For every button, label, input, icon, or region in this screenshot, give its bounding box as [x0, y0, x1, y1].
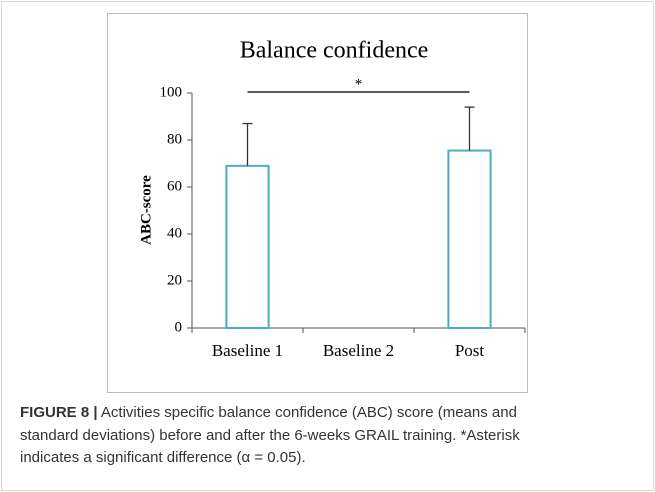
y-tick-label: 80 — [167, 131, 182, 147]
x-tick-label: Post — [455, 341, 485, 360]
caption-line: FIGURE 8 | Activities specific balance c… — [20, 402, 645, 425]
y-tick-label: 0 — [175, 319, 183, 335]
caption-line: standard deviations) before and after th… — [20, 426, 520, 444]
y-tick-label: 100 — [160, 84, 183, 100]
chart-border — [107, 13, 528, 393]
caption-text: Activities specific balance confidence (… — [100, 404, 517, 421]
x-tick-label: Baseline 1 — [212, 341, 283, 360]
x-tick-label: Baseline 2 — [323, 341, 394, 360]
figure-label: FIGURE 8 | — [20, 404, 98, 421]
caption-line: indicates a significant difference (α = … — [20, 449, 306, 466]
bar — [447, 149, 492, 329]
caption: FIGURE 8 | Activities specific balance c… — [20, 402, 645, 470]
significance-label: * — [355, 76, 363, 92]
y-tick-label: 60 — [167, 178, 182, 194]
y-tick-label: 20 — [167, 272, 182, 288]
chart-title: Balance confidence — [240, 38, 429, 64]
y-axis-label: ABC-score — [138, 175, 154, 245]
y-tick-label: 40 — [167, 225, 182, 241]
bar — [225, 164, 270, 329]
